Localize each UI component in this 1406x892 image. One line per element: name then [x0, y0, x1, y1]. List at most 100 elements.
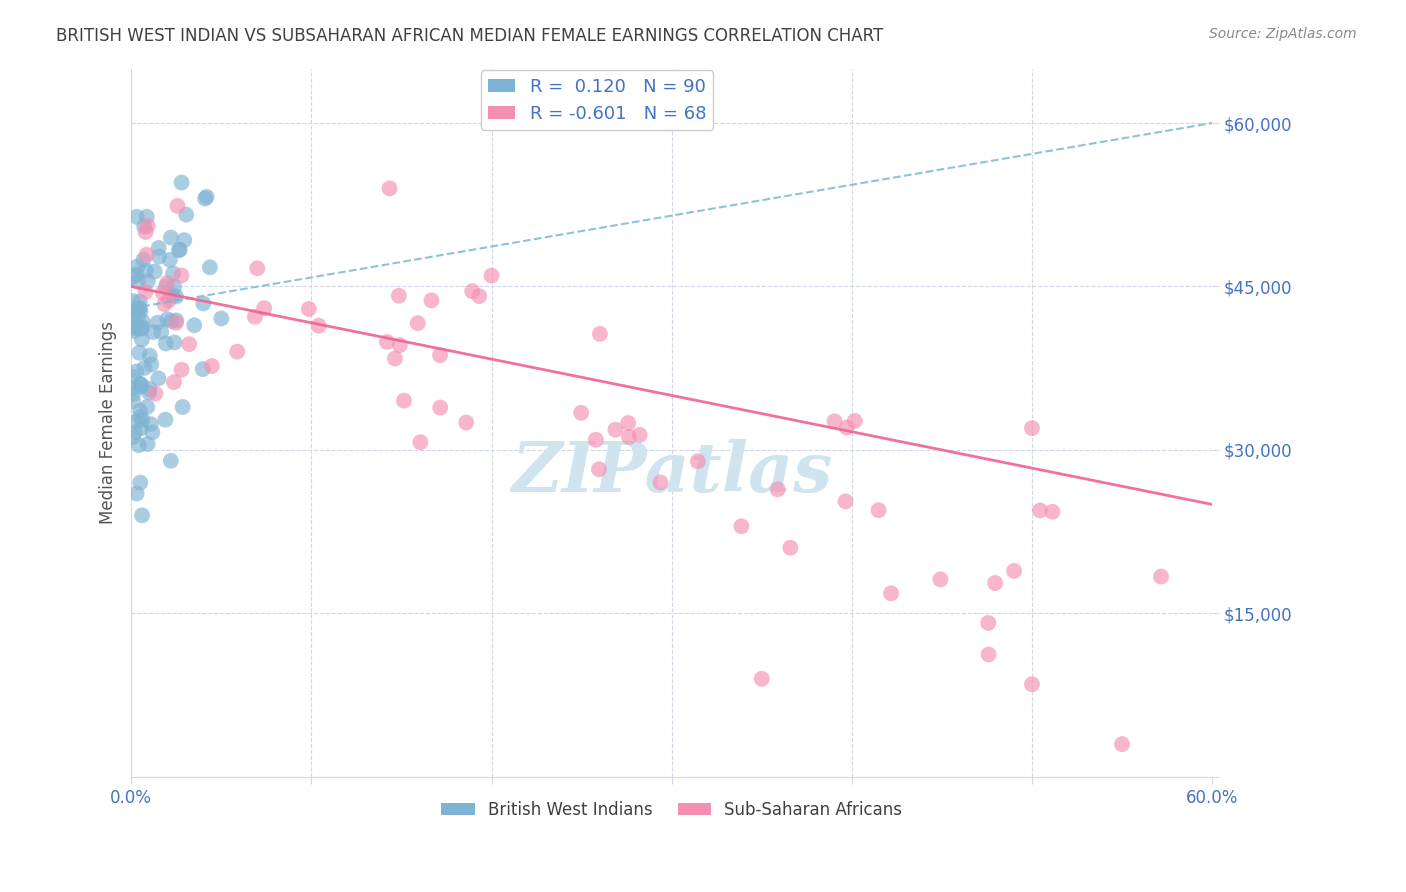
Point — [429, 401, 451, 415]
Point — [298, 301, 321, 316]
Point — [170, 176, 193, 190]
Y-axis label: Median Female Earnings: Median Female Earnings — [100, 321, 117, 524]
Text: Source: ZipAtlas.com: Source: ZipAtlas.com — [1209, 27, 1357, 41]
Point — [127, 260, 149, 274]
Point — [628, 428, 651, 442]
Point — [136, 274, 159, 288]
Point — [129, 475, 152, 490]
Point — [124, 319, 146, 334]
Point — [136, 437, 159, 451]
Point — [129, 304, 152, 318]
Point — [388, 289, 411, 303]
Point — [155, 336, 177, 351]
Point — [201, 359, 224, 373]
Point — [194, 192, 217, 206]
Point — [686, 454, 709, 468]
Point — [135, 225, 157, 239]
Point — [929, 573, 952, 587]
Point — [461, 284, 484, 298]
Point — [375, 334, 398, 349]
Point — [429, 348, 451, 362]
Point — [766, 483, 789, 497]
Point — [131, 333, 153, 347]
Point — [226, 344, 249, 359]
Point — [730, 519, 752, 533]
Point — [169, 243, 191, 257]
Point — [139, 417, 162, 431]
Point — [844, 414, 866, 428]
Point — [125, 415, 148, 429]
Point — [183, 318, 205, 333]
Point — [166, 199, 188, 213]
Point — [138, 382, 160, 396]
Point — [129, 377, 152, 392]
Point — [167, 243, 190, 257]
Point — [131, 508, 153, 523]
Point — [155, 279, 177, 293]
Point — [388, 338, 411, 352]
Point — [378, 181, 401, 195]
Point — [209, 311, 232, 326]
Point — [1150, 569, 1173, 583]
Point — [243, 310, 266, 324]
Point — [157, 293, 180, 308]
Point — [124, 425, 146, 439]
Point — [122, 394, 145, 409]
Point — [605, 423, 627, 437]
Point — [135, 263, 157, 277]
Point — [131, 322, 153, 336]
Point — [823, 414, 845, 428]
Point — [128, 438, 150, 452]
Point — [1029, 503, 1052, 517]
Point — [984, 576, 1007, 591]
Point — [409, 435, 432, 450]
Point — [384, 351, 406, 366]
Point — [138, 385, 160, 400]
Point — [143, 264, 166, 278]
Point — [153, 297, 176, 311]
Point — [155, 413, 177, 427]
Point — [308, 318, 330, 333]
Point — [128, 301, 150, 315]
Point — [122, 430, 145, 444]
Point — [125, 210, 148, 224]
Point — [173, 233, 195, 247]
Point — [159, 252, 181, 267]
Point — [156, 276, 179, 290]
Point — [122, 387, 145, 401]
Point — [779, 541, 801, 555]
Point — [406, 316, 429, 330]
Text: BRITISH WEST INDIAN VS SUBSAHARAN AFRICAN MEDIAN FEMALE EARNINGS CORRELATION CHA: BRITISH WEST INDIAN VS SUBSAHARAN AFRICA… — [56, 27, 883, 45]
Point — [977, 615, 1000, 630]
Point — [128, 301, 150, 316]
Point — [868, 503, 890, 517]
Point — [127, 309, 149, 323]
Point — [1021, 421, 1043, 435]
Point — [143, 386, 166, 401]
Point — [122, 294, 145, 309]
Point — [141, 425, 163, 440]
Point — [146, 316, 169, 330]
Point — [163, 335, 186, 350]
Point — [150, 325, 173, 339]
Point — [163, 375, 186, 389]
Point — [129, 421, 152, 435]
Point — [588, 462, 610, 476]
Point — [751, 672, 773, 686]
Point — [128, 346, 150, 360]
Point — [165, 316, 187, 330]
Point — [136, 219, 159, 233]
Point — [129, 380, 152, 394]
Point — [1111, 737, 1133, 751]
Point — [650, 475, 672, 490]
Point — [589, 326, 612, 341]
Point — [122, 321, 145, 335]
Point — [152, 285, 174, 300]
Point — [195, 190, 218, 204]
Legend: British West Indians, Sub-Saharan Africans: British West Indians, Sub-Saharan Africa… — [434, 794, 908, 825]
Point — [131, 314, 153, 328]
Point — [122, 324, 145, 338]
Point — [160, 314, 183, 328]
Point — [148, 241, 170, 255]
Point — [163, 279, 186, 293]
